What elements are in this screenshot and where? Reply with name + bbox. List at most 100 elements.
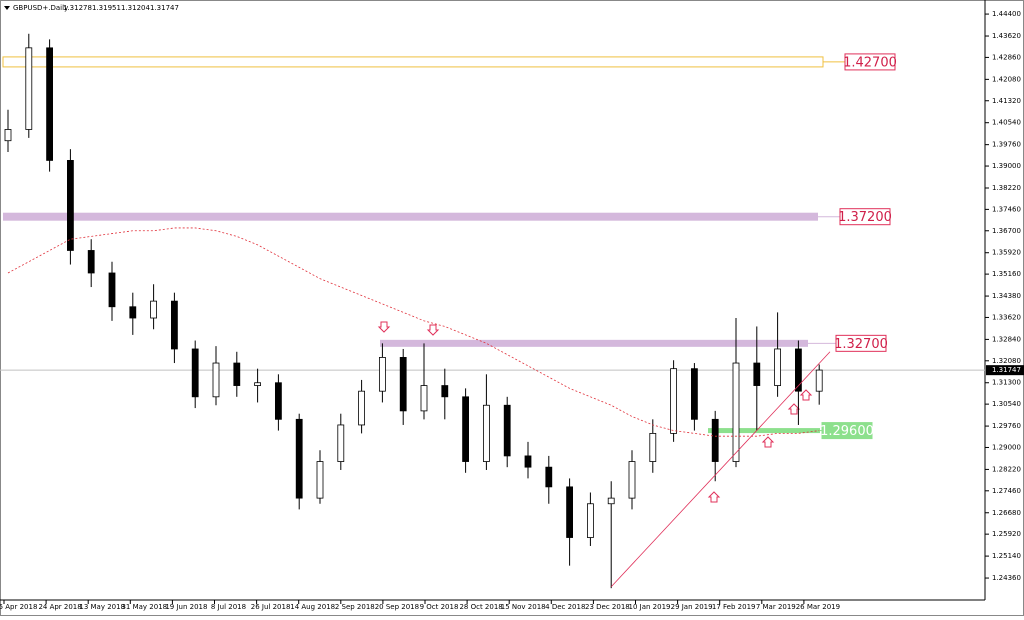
candle-body <box>108 272 116 308</box>
candle-body <box>815 369 823 392</box>
x-tick-label: 10 Jan 2019 <box>629 603 671 611</box>
bid-box <box>986 365 1024 376</box>
y-tick-label: 1.28220 <box>992 465 1021 473</box>
x-tick-label: 9 Oct 2018 <box>420 603 459 611</box>
candle-body <box>87 250 95 274</box>
candle-body <box>254 382 262 386</box>
level-zone <box>380 339 808 347</box>
candle-body <box>711 418 719 462</box>
level-label: 1.42700 <box>843 55 897 70</box>
x-tick-label: 13 May 2018 <box>79 603 125 611</box>
y-tick-label: 1.25920 <box>992 530 1021 538</box>
x-tick-label: 28 Oct 2018 <box>459 603 502 611</box>
header-price: 1.31278 <box>63 4 92 12</box>
level-label-box <box>821 422 873 440</box>
y-tick-label: 1.43620 <box>992 32 1021 40</box>
x-tick-label: 15 Nov 2018 <box>501 603 546 611</box>
up-arrow <box>787 403 801 415</box>
candle-body <box>566 486 573 538</box>
candle-body <box>753 362 761 386</box>
x-tick-label: 26 Jul 2018 <box>251 603 291 611</box>
x-tick-label: 14 Aug 2018 <box>290 603 335 611</box>
level-label-box <box>844 53 896 71</box>
candle-body <box>378 357 386 392</box>
candle-body <box>462 396 470 462</box>
candle-body <box>316 461 324 499</box>
level-zone <box>708 428 820 434</box>
x-tick-label: 4 Dec 2018 <box>545 603 585 611</box>
candle-body <box>358 390 366 426</box>
menu-arrow[interactable] <box>4 6 10 10</box>
level-label: 1.29600 <box>820 424 874 439</box>
y-tick-label: 1.32080 <box>992 357 1021 365</box>
x-tick-label: 5 Apr 2018 <box>0 603 37 611</box>
candle-body <box>46 47 53 161</box>
candle-body <box>274 382 282 420</box>
down-arrow <box>377 321 391 333</box>
candle-body <box>732 362 740 462</box>
candle-body <box>524 455 532 468</box>
y-tick-label: 1.35160 <box>992 270 1021 278</box>
y-tick-label: 1.39760 <box>992 141 1021 149</box>
y-tick-label: 1.37460 <box>992 205 1021 213</box>
level-label-box <box>835 334 887 352</box>
arrows <box>377 321 813 503</box>
candle-body <box>295 418 303 499</box>
y-tick-label: 1.32840 <box>992 335 1021 343</box>
level-label-box <box>839 208 891 226</box>
header-price: 1.31204 <box>121 4 150 12</box>
y-tick-label: 1.40540 <box>992 119 1021 127</box>
candle-body <box>233 362 241 386</box>
y-tick-label: 1.25140 <box>992 552 1021 560</box>
candle-body <box>774 348 781 386</box>
candle-body <box>587 503 594 538</box>
y-tick-label: 1.42860 <box>992 53 1021 61</box>
x-tick-label: 29 Jan 2019 <box>671 603 713 611</box>
candle-body <box>420 385 428 412</box>
candle-body <box>545 466 553 488</box>
candle-body <box>129 306 137 319</box>
up-arrow <box>761 436 775 448</box>
y-tick-label: 1.36700 <box>992 227 1021 235</box>
y-tick-label: 1.42080 <box>992 75 1021 83</box>
y-tick-label: 1.27460 <box>992 487 1021 495</box>
candle-body <box>649 432 657 462</box>
candle-body <box>441 385 449 398</box>
candle-body <box>25 47 33 130</box>
y-tick-label: 1.29760 <box>992 422 1021 430</box>
candle-body <box>691 368 698 420</box>
y-tick-label: 1.30540 <box>992 400 1021 408</box>
x-tick-label: 2 Sep 2018 <box>335 603 375 611</box>
candle-body <box>399 357 407 412</box>
y-tick-label: 1.35920 <box>992 249 1021 257</box>
candle-body <box>191 348 199 398</box>
candle-body <box>670 368 677 434</box>
candle-body <box>4 129 12 142</box>
trendline <box>610 351 831 588</box>
level-label: 1.32700 <box>834 337 888 352</box>
y-tick-label: 1.29000 <box>992 443 1021 451</box>
candle-body <box>482 404 490 462</box>
candle-body <box>212 362 220 398</box>
x-tick-label: 17 Feb 2019 <box>712 603 756 611</box>
x-tick-label: 24 Apr 2018 <box>38 603 81 611</box>
level-zone <box>3 212 818 221</box>
candle-body <box>67 160 74 251</box>
y-tick-label: 1.44400 <box>992 10 1021 18</box>
x-tick-label: 23 Dec 2018 <box>585 603 630 611</box>
y-tick-label: 1.39000 <box>992 162 1021 170</box>
candle-body <box>607 497 615 505</box>
y-tick-label: 1.26680 <box>992 509 1021 517</box>
header-price: 1.31951 <box>92 4 121 12</box>
candle-body <box>628 461 636 499</box>
candle-body <box>150 300 158 319</box>
bid-label: 1.31747 <box>992 366 1021 374</box>
x-tick-label: 26 Mar 2019 <box>796 603 840 611</box>
symbol-title: GBPUSD+.Daily <box>13 4 68 12</box>
y-tick-label: 1.41320 <box>992 97 1021 105</box>
x-tick-label: 31 May 2018 <box>121 603 167 611</box>
header-price: 1.31747 <box>150 4 179 12</box>
candle-body <box>795 348 802 392</box>
candle-body <box>337 424 345 462</box>
up-arrow <box>799 389 813 401</box>
